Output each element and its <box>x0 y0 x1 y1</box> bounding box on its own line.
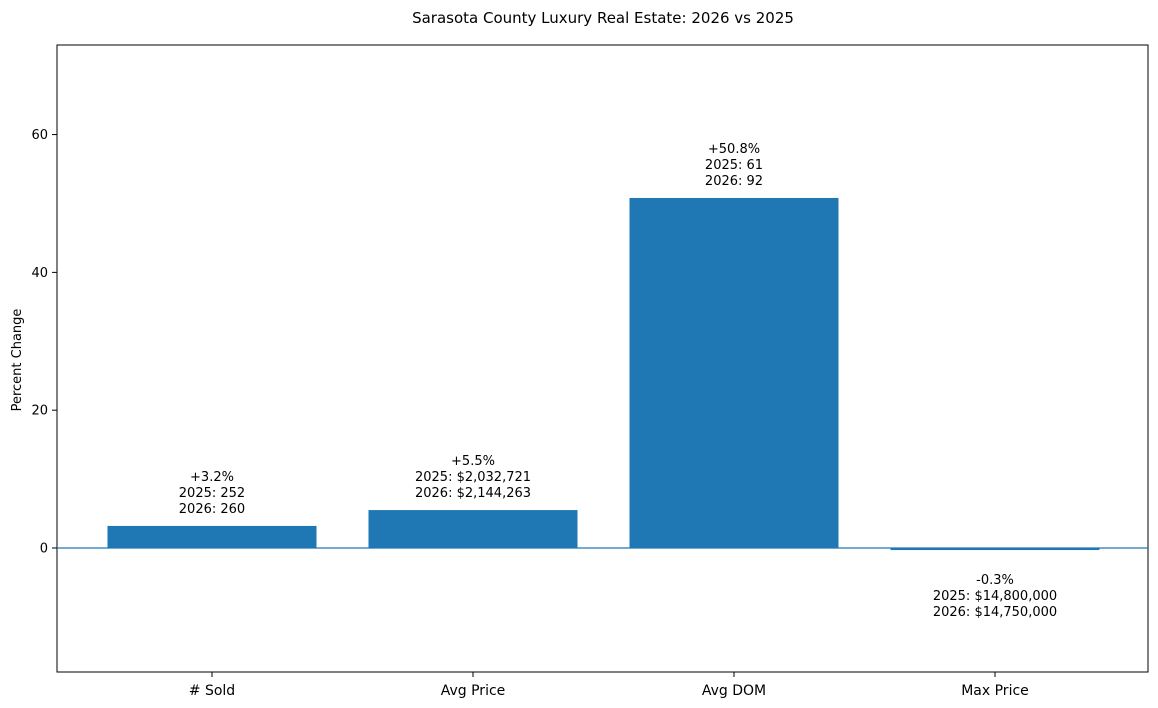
bar <box>890 547 1100 551</box>
plot-frame <box>56 44 1149 673</box>
data-label: 2026: $14,750,000 <box>933 605 1057 620</box>
x-tick-label: # Sold <box>189 683 235 699</box>
x-tick-label: Avg Price <box>441 683 506 699</box>
data-label: 2026: $2,144,263 <box>415 486 531 501</box>
data-label: 2026: 92 <box>705 174 763 189</box>
data-label: 2025: 252 <box>179 486 245 501</box>
bar <box>368 510 578 548</box>
y-tick-label: 40 <box>31 266 48 281</box>
data-label: 2026: 260 <box>179 502 245 517</box>
x-tick-label: Avg DOM <box>702 683 766 699</box>
chart-title: Sarasota County Luxury Real Estate: 2026… <box>412 9 794 27</box>
bar <box>107 525 317 548</box>
bar <box>629 197 839 548</box>
data-label: 2025: $14,800,000 <box>933 589 1057 604</box>
y-tick-label: 60 <box>31 128 48 143</box>
data-label: 2025: 61 <box>705 158 763 173</box>
y-tick-label: 20 <box>31 404 48 419</box>
data-label: +5.5% <box>451 454 495 469</box>
data-label: +3.2% <box>190 470 234 485</box>
y-axis-label: Percent Change <box>10 309 25 412</box>
data-label: -0.3% <box>976 573 1014 588</box>
data-label: +50.8% <box>708 142 760 157</box>
x-tick-label: Max Price <box>961 683 1029 699</box>
data-label: 2025: $2,032,721 <box>415 470 531 485</box>
y-tick-label: 0 <box>40 541 48 556</box>
